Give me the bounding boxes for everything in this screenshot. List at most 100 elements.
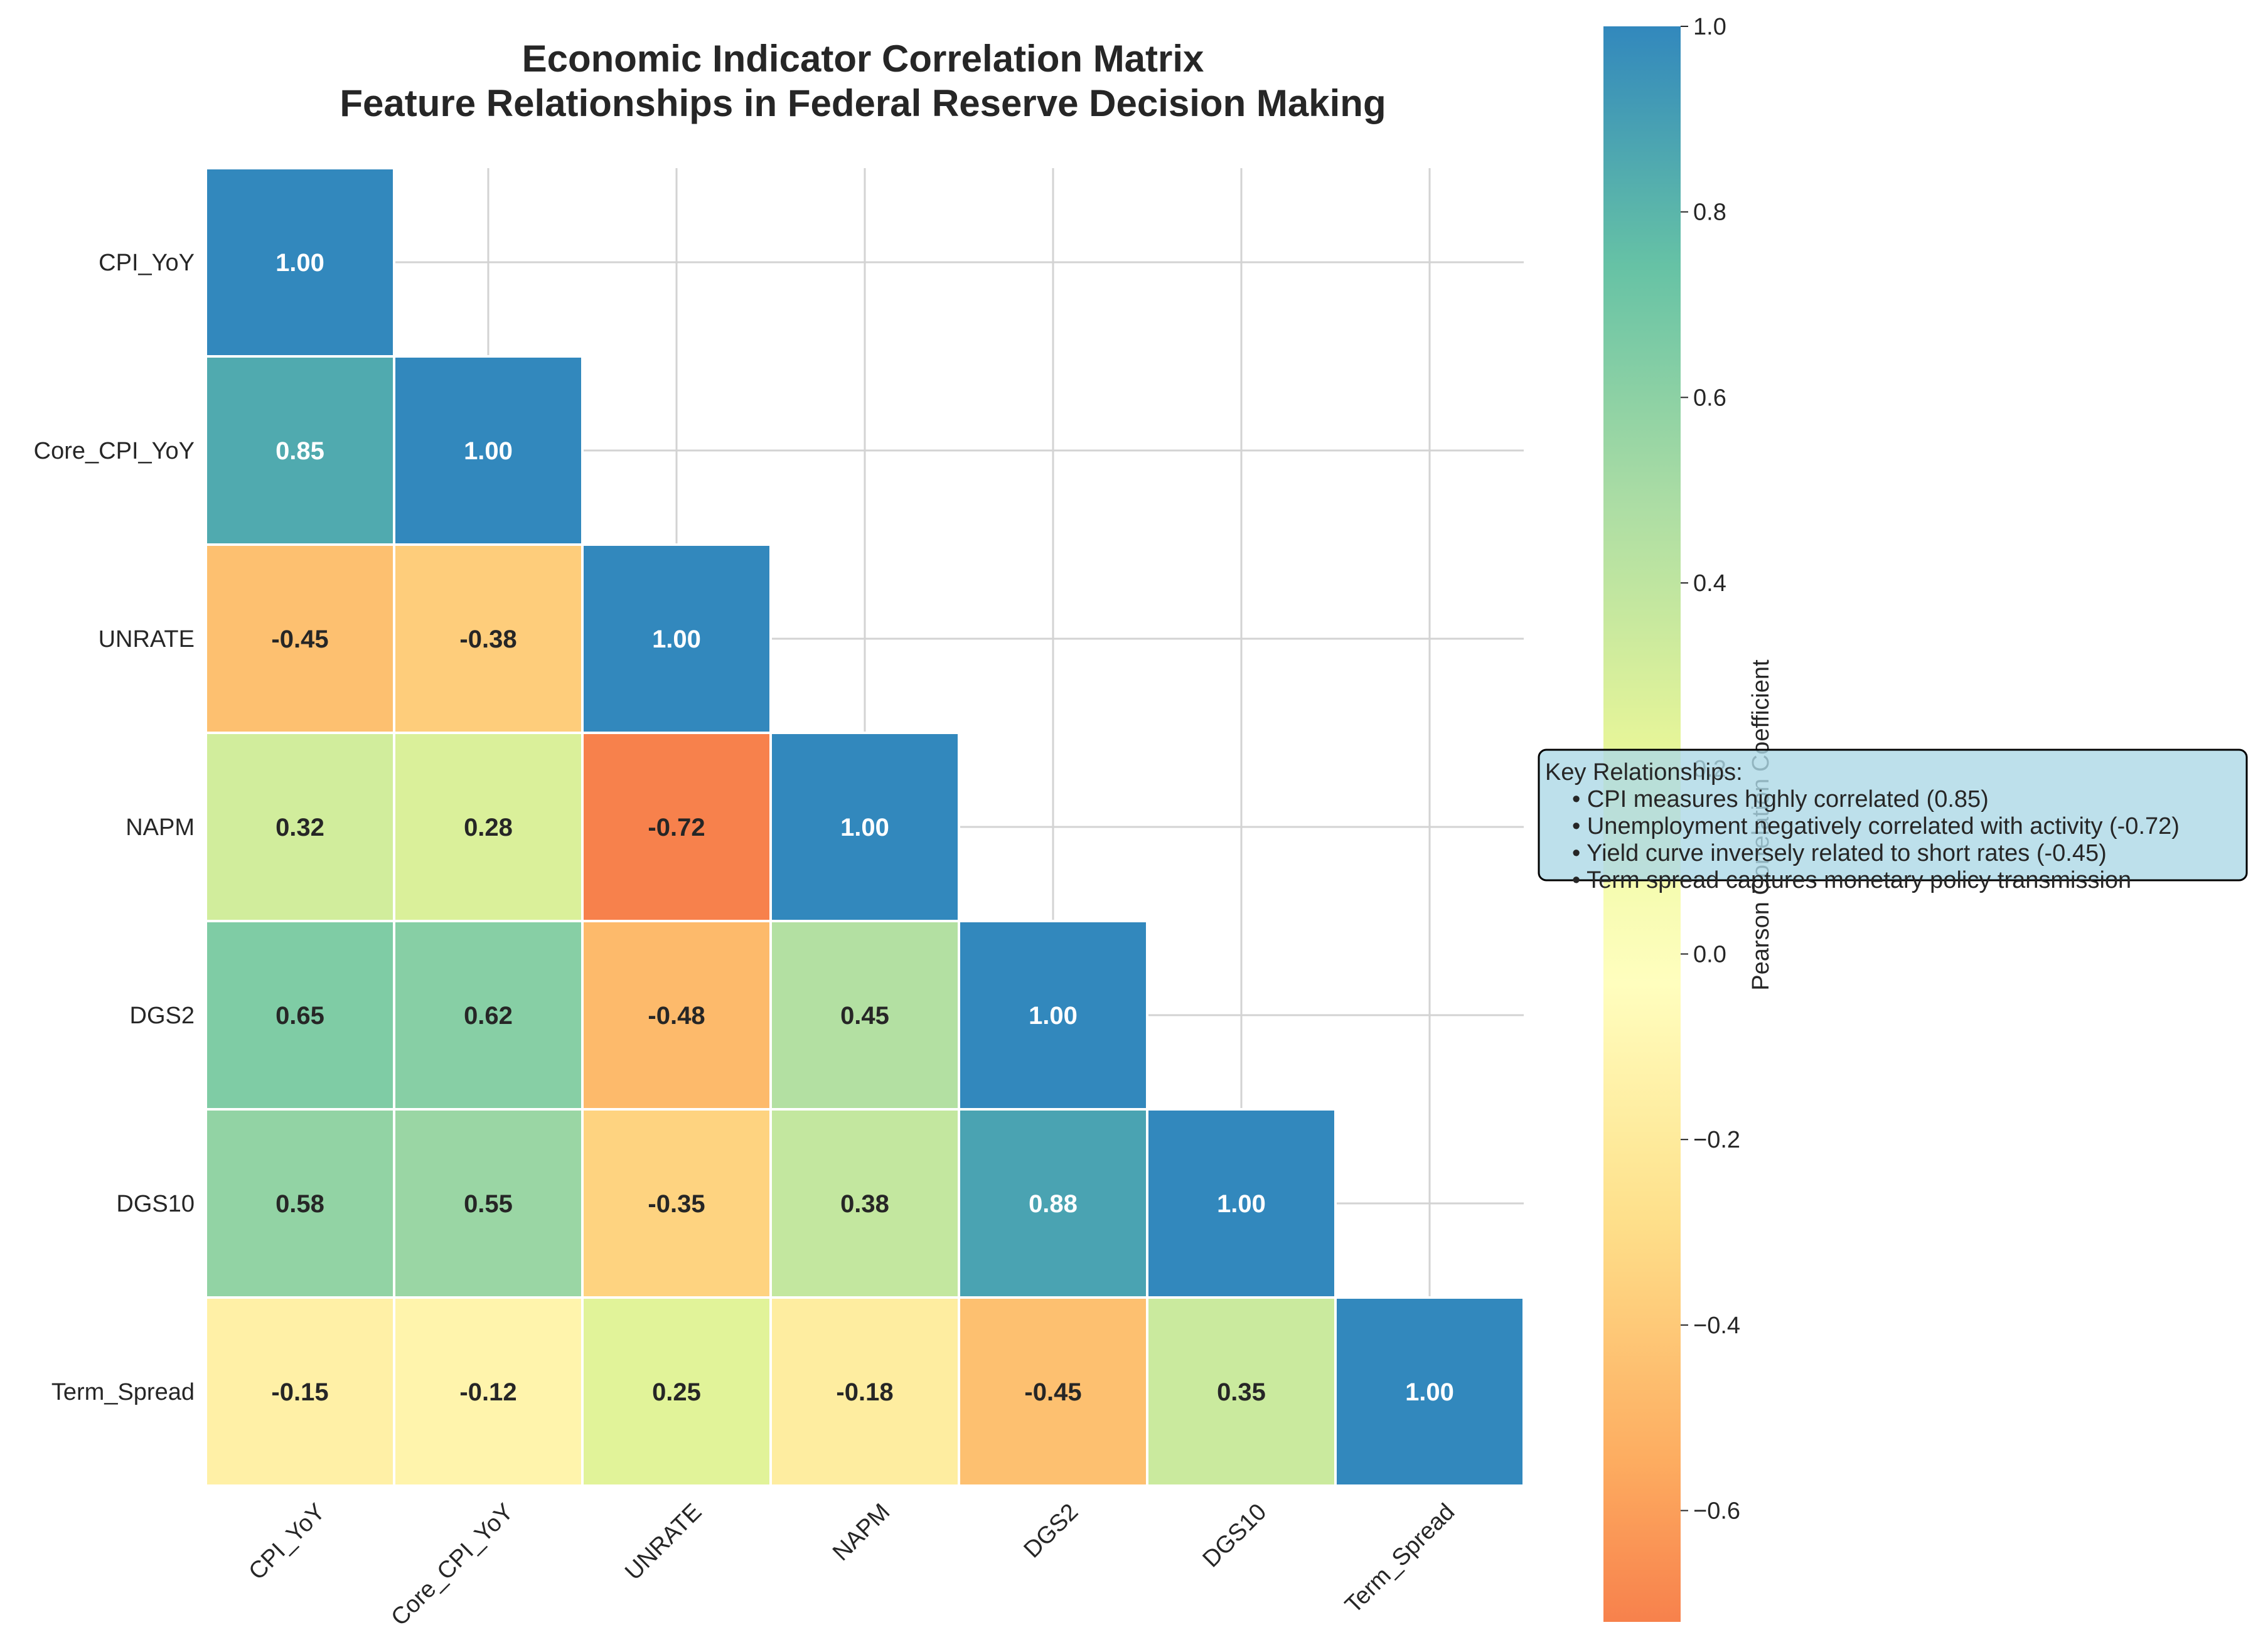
heatmap-cell: 0.28 — [393, 732, 584, 922]
heatmap-cell: -0.45 — [205, 543, 395, 734]
cell-value-label: 0.28 — [464, 814, 513, 841]
cell-value-label: 0.55 — [464, 1190, 513, 1218]
cell-value-label: 0.62 — [464, 1002, 513, 1030]
colorbar-tick-label: −0.6 — [1693, 1498, 1740, 1525]
heatmap-cell: 0.25 — [581, 1296, 772, 1487]
cell-value-label: 0.25 — [652, 1378, 701, 1406]
heatmap-cell-rect — [205, 167, 395, 358]
colorbar-tick-label: 0.0 — [1693, 941, 1726, 967]
heatmap-cell: 0.88 — [958, 1108, 1148, 1299]
heatmap-cell: 0.85 — [205, 355, 395, 546]
y-tick-label: Core_CPI_YoY — [34, 438, 195, 464]
cell-value-label: -0.35 — [648, 1190, 705, 1218]
cell-value-label: -0.45 — [1024, 1378, 1081, 1406]
heatmap-cell: -0.18 — [769, 1296, 960, 1487]
cell-value-label: 0.58 — [276, 1190, 324, 1218]
heatmap-cell: -0.15 — [205, 1296, 395, 1487]
heatmap-cell-rect — [205, 920, 395, 1111]
heatmap-cell-rect — [205, 355, 395, 546]
x-tick-label: NAPM — [828, 1499, 895, 1566]
heatmap-cell-rect — [1146, 1108, 1337, 1299]
cell-value-label: 1.00 — [652, 626, 701, 653]
heatmap-cell: -0.48 — [581, 920, 772, 1111]
cell-value-label: 0.38 — [840, 1190, 889, 1218]
annotation-line-2: • Unemployment negatively correlated wit… — [1572, 813, 2180, 839]
heatmap-cell-rect — [393, 1296, 584, 1487]
y-tick-label: DGS2 — [130, 1003, 195, 1029]
y-tick-label: Term_Spread — [51, 1379, 195, 1405]
chart-title: Economic Indicator Correlation Matrix — [522, 38, 1204, 80]
colorbar-tick-label: 0.4 — [1693, 570, 1726, 597]
heatmap-cell-rect — [393, 732, 584, 922]
heatmap-cell: 0.62 — [393, 920, 584, 1111]
heatmap-cell: 1.00 — [1146, 1108, 1337, 1299]
heatmap-cell: 0.35 — [1146, 1296, 1337, 1487]
cell-value-label: 1.00 — [840, 814, 889, 841]
heatmap-cell-rect — [205, 1108, 395, 1299]
cell-value-label: -0.12 — [459, 1378, 516, 1406]
colorbar-tick-label: −0.4 — [1693, 1313, 1740, 1339]
cell-value-label: 0.85 — [276, 437, 324, 465]
heatmap-cell-rect — [205, 1296, 395, 1487]
cell-value-label: 1.00 — [276, 249, 324, 277]
cell-value-label: -0.18 — [836, 1378, 893, 1406]
heatmap-cell: 0.65 — [205, 920, 395, 1111]
x-axis-tick-labels: CPI_YoY Core_CPI_YoY UNRATE NAPM DGS2 DGS10 Te… — [244, 1499, 1460, 1631]
heatmap-cell-rect — [205, 732, 395, 922]
heatmap-cell: 1.00 — [581, 543, 772, 734]
cell-value-label: 1.00 — [1405, 1378, 1454, 1406]
x-tick-label: CPI_YoY — [244, 1499, 331, 1585]
heatmap-cell-rect — [393, 920, 584, 1111]
heatmap-cell: 1.00 — [1334, 1296, 1525, 1487]
heatmap-cell: -0.38 — [393, 543, 584, 734]
cell-value-label: 0.88 — [1029, 1190, 1078, 1218]
chart-subtitle: Feature Relationships in Federal Reserve… — [340, 82, 1386, 124]
heatmap-cell: 1.00 — [769, 732, 960, 922]
heatmap-cell: 1.00 — [958, 920, 1148, 1111]
cell-value-label: 0.32 — [276, 814, 324, 841]
cell-value-label: 1.00 — [1217, 1190, 1266, 1218]
heatmap-cell-rect — [205, 543, 395, 734]
x-tick-label: Core_CPI_YoY — [386, 1499, 518, 1631]
cell-value-label: 0.65 — [276, 1002, 324, 1030]
heatmap-cell-rect — [581, 920, 772, 1111]
cell-value-label: -0.45 — [271, 626, 328, 653]
heatmap-cell: 1.00 — [393, 355, 584, 546]
x-tick-label: DGS2 — [1019, 1499, 1083, 1564]
heatmap-cell: -0.35 — [581, 1108, 772, 1299]
heatmap-cell: 1.00 — [205, 167, 395, 358]
heatmap-cell-rect — [581, 1296, 772, 1487]
heatmap-cell: 0.45 — [769, 920, 960, 1111]
cell-value-label: -0.38 — [459, 626, 516, 653]
cell-value-label: 0.45 — [840, 1002, 889, 1030]
x-tick-label: DGS10 — [1198, 1499, 1272, 1573]
annotation-line-3: • Yield curve inversely related to short… — [1572, 840, 2107, 866]
heatmap-cell-rect — [769, 920, 960, 1111]
heatmap-cell: 0.38 — [769, 1108, 960, 1299]
heatmap-cell-rect — [581, 543, 772, 734]
colorbar-tick-label: 0.8 — [1693, 200, 1726, 226]
y-tick-label: CPI_YoY — [99, 250, 195, 276]
cell-value-label: 1.00 — [464, 437, 513, 465]
cell-value-label: -0.15 — [271, 1378, 328, 1406]
heatmap-cell: -0.45 — [958, 1296, 1148, 1487]
annotation-title: Key Relationships: — [1545, 759, 1743, 786]
heatmap-cell: -0.72 — [581, 732, 772, 922]
heatmap-cell: 0.58 — [205, 1108, 395, 1299]
heatmap-cell: -0.12 — [393, 1296, 584, 1487]
colorbar-tick-label: −0.2 — [1693, 1127, 1740, 1153]
heatmap-cell-rect — [393, 1108, 584, 1299]
annotation-box-background — [1538, 749, 2248, 882]
colorbar-tick-label: 1.0 — [1693, 14, 1726, 40]
y-tick-label: NAPM — [126, 814, 195, 841]
heatmap-cell-rect — [1334, 1296, 1525, 1487]
key-relationships-box: Key Relationships: • CPI measures highly… — [1538, 749, 2248, 893]
cell-value-label: -0.48 — [648, 1002, 705, 1030]
heatmap-cell: 0.55 — [393, 1108, 584, 1299]
heatmap-cell-rect — [769, 1296, 960, 1487]
heatmap-cell: 0.32 — [205, 732, 395, 922]
heatmap-cell-rect — [958, 920, 1148, 1111]
heatmap-cell-rect — [958, 1296, 1148, 1487]
heatmap-cell-rect — [1146, 1296, 1337, 1487]
